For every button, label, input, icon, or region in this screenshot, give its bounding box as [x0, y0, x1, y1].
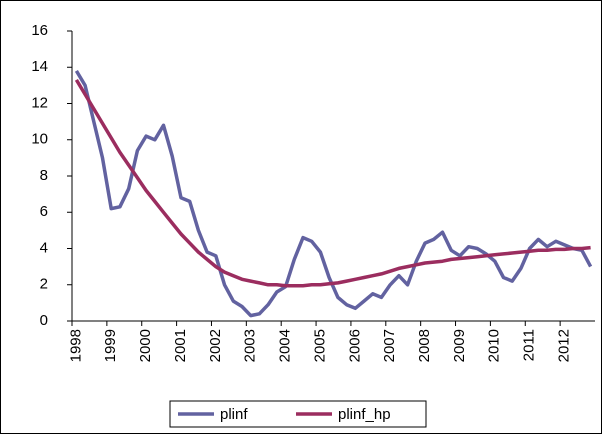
x-tick-label: 2002 — [207, 329, 224, 362]
y-tick-label: 12 — [31, 94, 48, 111]
y-tick-label: 4 — [40, 239, 48, 256]
x-tick-label: 2005 — [311, 329, 328, 362]
x-tick-label: 2006 — [346, 329, 363, 362]
y-tick-label: 16 — [31, 22, 48, 39]
x-tick-label: 2007 — [381, 329, 398, 362]
x-tick-label: 2012 — [555, 329, 572, 362]
x-tick-label: 1999 — [102, 329, 119, 362]
y-tick-label: 14 — [31, 58, 48, 75]
x-tick-label: 2001 — [172, 329, 189, 362]
y-tick-label: 8 — [40, 167, 48, 184]
x-tick-label: 2011 — [521, 329, 538, 361]
y-tick-label: 6 — [40, 203, 48, 220]
legend-label: plinf — [220, 406, 248, 423]
x-tick-label: 1998 — [67, 329, 84, 362]
series-line — [74, 78, 591, 288]
y-tick-label: 10 — [31, 131, 48, 148]
x-tick-label: 2009 — [451, 329, 468, 362]
x-tick-label: 2000 — [137, 329, 154, 362]
x-tick-label: 2003 — [242, 329, 259, 362]
legend-label: plinf_hp — [338, 406, 391, 423]
x-tick-label: 2008 — [416, 329, 433, 362]
y-tick-label: 2 — [40, 276, 48, 293]
x-tick-label: 2010 — [486, 329, 503, 362]
x-tick-label: 2004 — [277, 329, 294, 362]
y-tick-label: 0 — [40, 312, 48, 329]
series-line — [74, 69, 593, 318]
